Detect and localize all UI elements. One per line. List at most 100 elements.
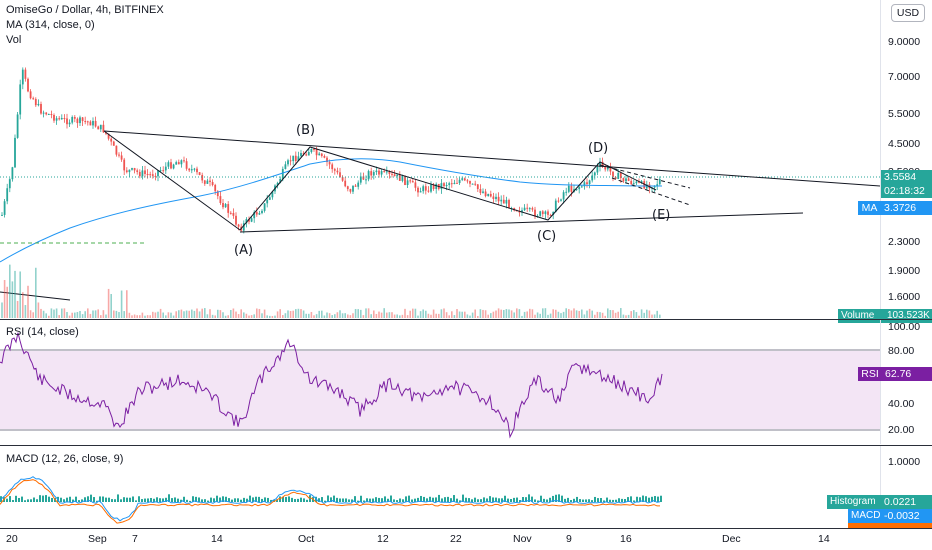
volume-bar — [401, 314, 404, 318]
candle-body — [352, 185, 354, 192]
candle-body — [565, 191, 568, 193]
pane-separator[interactable] — [0, 445, 932, 446]
candle-body — [307, 152, 310, 156]
volume-bar — [588, 308, 591, 318]
volume-bar — [178, 310, 180, 318]
candle-body — [81, 117, 84, 122]
macd-line — [0, 476, 661, 522]
volume-bar — [209, 309, 211, 318]
macd-hist-bar — [387, 498, 389, 502]
macd-hist-bar — [402, 499, 404, 502]
macd-hist-bar — [189, 500, 191, 502]
currency-button[interactable]: USD — [891, 4, 925, 22]
candle-body — [206, 180, 209, 184]
macd-hist-bar — [141, 499, 143, 502]
volume-bar — [583, 314, 586, 318]
time-tick-label: Oct — [298, 533, 315, 545]
rsi-chart[interactable] — [0, 320, 880, 444]
volume-bar — [305, 313, 307, 318]
volume-bar — [344, 313, 346, 318]
pane-separator[interactable] — [0, 319, 932, 320]
macd-legend[interactable]: MACD (12, 26, close, 9) — [6, 453, 124, 465]
volume-bar — [237, 314, 240, 318]
macd-hist-bar — [348, 499, 350, 502]
macd-hist-bar — [393, 499, 395, 502]
candle-body — [29, 91, 32, 99]
candle-body — [224, 204, 227, 208]
vol-legend[interactable]: Vol — [6, 34, 22, 46]
macd-hist-bar — [450, 498, 452, 502]
macd-hist-bar — [342, 498, 344, 502]
price-axis[interactable] — [880, 0, 932, 318]
pane-separator[interactable] — [0, 528, 932, 529]
candle-body — [313, 149, 315, 151]
macd-hist-bar — [396, 500, 398, 502]
macd-hist-bar — [246, 498, 248, 502]
macd-chart[interactable] — [0, 446, 880, 528]
candle-body — [118, 154, 120, 156]
candle-body — [281, 168, 284, 179]
macd-hist-bar — [636, 496, 638, 502]
candle-body — [24, 69, 27, 79]
macd-hist-bar — [159, 498, 161, 502]
macd-hist-bar — [105, 497, 107, 502]
macd-hist-bar — [657, 496, 659, 502]
macd-hist-bar — [609, 499, 611, 502]
macd-hist-bar — [177, 498, 179, 502]
price-tick-label: 1.9000 — [888, 265, 921, 277]
rsi-legend[interactable]: RSI (14, close) — [6, 326, 79, 338]
volume-bar — [274, 315, 276, 318]
candle-body — [539, 211, 542, 216]
volume-bar — [63, 308, 66, 318]
volume-bar — [388, 312, 391, 318]
macd-hist-bar — [432, 497, 434, 502]
macd-hist-bar — [630, 496, 632, 502]
candle-body — [287, 160, 289, 165]
macd-hist-bar — [207, 500, 209, 502]
upper-trendline — [103, 130, 880, 187]
candle-body — [92, 120, 94, 126]
volume-bar — [341, 313, 344, 318]
volume-bar — [339, 310, 341, 318]
volume-bar — [230, 310, 232, 318]
candle-body — [261, 210, 263, 214]
candle-body — [344, 180, 347, 187]
volume-bar — [100, 315, 102, 318]
candle-body — [396, 174, 399, 177]
candle-body — [417, 187, 419, 193]
candle-body — [479, 188, 482, 193]
macd-hist-bar — [6, 498, 8, 502]
candle-body — [292, 155, 295, 162]
candle-body — [523, 207, 526, 211]
volume-bar — [97, 309, 99, 318]
macd-hist-bar — [492, 497, 494, 502]
macd-hist-bar — [132, 496, 134, 502]
symbol-title[interactable]: OmiseGo / Dollar, 4h, BITFINEX — [6, 4, 164, 16]
candle-body — [8, 179, 11, 189]
candle-body — [284, 164, 287, 169]
macd-hist-bar — [390, 495, 392, 502]
macd-hist-bar — [351, 499, 353, 502]
candle-body — [622, 178, 625, 182]
macd-hist-bar — [579, 499, 581, 502]
candle-body — [445, 184, 448, 187]
volume-bar — [154, 312, 157, 318]
macd-hist-bar — [162, 498, 164, 502]
volume-bar — [469, 315, 471, 318]
candle-body — [469, 181, 471, 184]
volume-bar — [646, 309, 648, 318]
volume-bar — [42, 310, 45, 318]
volume-bar — [211, 314, 214, 318]
price-tick-label: 1.6000 — [888, 291, 921, 303]
macd-hist-bar — [453, 495, 455, 502]
volume-series — [1, 264, 661, 318]
macd-hist-bar — [294, 499, 296, 502]
volume-bar — [48, 315, 50, 318]
candle-body — [40, 103, 42, 114]
candle-body — [609, 167, 612, 172]
macd-hist-bar — [75, 496, 77, 502]
volume-bar — [66, 312, 68, 318]
price-chart[interactable]: (A) (B) (C) (D) (E) — [0, 0, 880, 318]
ma-legend[interactable]: MA (314, close, 0) — [6, 19, 95, 31]
volume-bar — [123, 311, 125, 318]
